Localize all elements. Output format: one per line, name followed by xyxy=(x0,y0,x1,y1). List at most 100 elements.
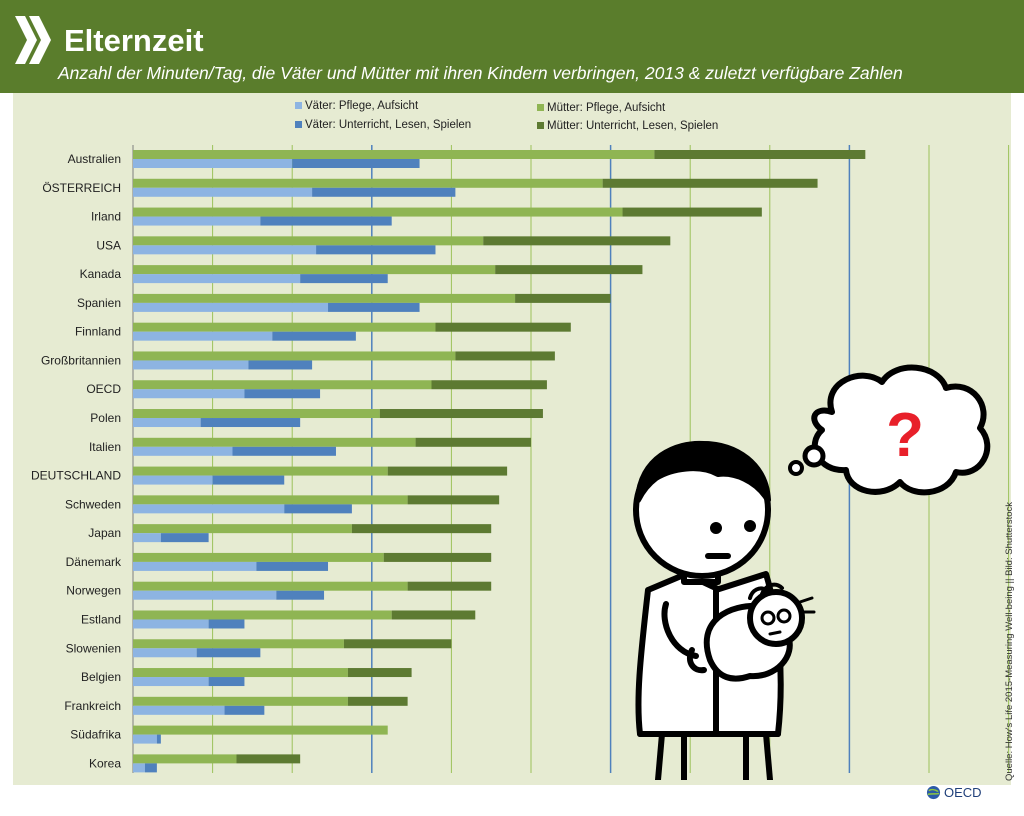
bar-mothers xyxy=(133,236,484,246)
logo-text: OECD xyxy=(944,785,982,800)
bar-mothers xyxy=(654,150,866,159)
bar-fathers xyxy=(133,216,261,226)
category-label: Schweden xyxy=(65,497,121,511)
x-tick-label: 120 xyxy=(601,784,621,785)
bar-mothers xyxy=(133,552,384,562)
bar-fathers xyxy=(156,734,161,744)
legend-label: Mütter: Unterricht, Lesen, Spielen xyxy=(547,120,718,132)
category-label: Irland xyxy=(91,210,121,224)
x-tick-label: 0 xyxy=(130,784,137,785)
bar-mothers xyxy=(133,380,432,390)
bar-fathers xyxy=(260,216,392,226)
bar-fathers xyxy=(200,418,301,428)
category-label: Australien xyxy=(68,152,121,166)
bar-mothers xyxy=(343,639,452,649)
bar-mothers xyxy=(455,351,555,361)
category-label: Italien xyxy=(89,440,121,454)
bar-mothers xyxy=(133,207,623,217)
bar-fathers xyxy=(133,187,313,197)
thought-cloud-icon: ? xyxy=(788,364,991,496)
bar-mothers xyxy=(133,351,456,361)
bar-mothers xyxy=(236,754,301,764)
legend-swatch xyxy=(537,104,544,111)
category-label: Estland xyxy=(81,612,121,626)
category-label: Korea xyxy=(89,756,121,770)
bar-mothers xyxy=(602,178,818,188)
bar-mothers xyxy=(133,668,348,678)
category-label: Belgien xyxy=(81,670,121,684)
bar-fathers xyxy=(133,475,213,485)
category-label: USA xyxy=(96,238,121,252)
bar-fathers xyxy=(284,504,352,514)
bar-fathers xyxy=(133,302,329,312)
bar-fathers xyxy=(328,302,420,312)
bar-mothers xyxy=(622,207,762,217)
bar-mothers xyxy=(133,696,348,706)
bar-fathers xyxy=(133,274,301,284)
bar-mothers xyxy=(133,725,388,735)
bar-chart: 0 60 120 180 Australien ÖSTERREICH Irland USA Ka… xyxy=(31,100,1010,785)
category-label: ÖSTERREICH xyxy=(42,181,121,195)
category-label: Dänemark xyxy=(66,555,122,569)
bar-mothers xyxy=(347,696,408,706)
bar-mothers xyxy=(379,409,543,419)
bar-fathers xyxy=(312,187,456,197)
legend-label: Mütter: Pflege, Aufsicht xyxy=(547,102,666,114)
page-subtitle: Anzahl der Minuten/Tag, die Väter und Mü… xyxy=(58,63,903,83)
bar-fathers xyxy=(133,389,245,399)
bar-fathers xyxy=(292,159,420,168)
bar-mothers xyxy=(431,380,547,390)
bar-mothers xyxy=(133,754,237,764)
bar-fathers xyxy=(133,590,277,600)
bar-fathers xyxy=(133,245,317,255)
bar-mothers xyxy=(133,150,655,159)
category-label: Südafrika xyxy=(70,728,121,742)
category-label: Frankreich xyxy=(64,699,121,713)
bar-fathers xyxy=(133,705,225,715)
bar-mothers xyxy=(133,409,380,419)
bar-fathers xyxy=(133,159,293,168)
bar-fathers xyxy=(248,360,313,370)
bar-mothers xyxy=(133,322,436,332)
category-label: Großbritannien xyxy=(41,353,121,367)
category-label: Polen xyxy=(90,411,121,425)
bar-fathers xyxy=(133,360,249,370)
bar-fathers xyxy=(212,475,285,485)
bar-fathers xyxy=(316,245,436,255)
bar-mothers xyxy=(133,466,388,476)
bar-fathers xyxy=(133,677,209,687)
category-label: DEUTSCHLAND xyxy=(31,469,121,483)
bar-mothers xyxy=(347,668,412,678)
bar-mothers xyxy=(133,293,516,303)
bar-mothers xyxy=(133,524,352,534)
bar-fathers xyxy=(133,648,197,658)
bar-mothers xyxy=(133,639,344,649)
category-label: Spanien xyxy=(77,296,121,310)
bar-fathers xyxy=(133,418,201,428)
x-tick-label: 180 xyxy=(839,784,859,785)
legend-swatch xyxy=(295,102,302,109)
bar-fathers xyxy=(133,763,145,773)
globe-icon xyxy=(926,785,941,800)
bar-fathers xyxy=(208,677,245,687)
category-label: Slowenien xyxy=(66,641,121,655)
category-label: Japan xyxy=(88,526,121,540)
legend-label: Väter: Unterricht, Lesen, Spielen xyxy=(305,119,471,131)
bar-fathers xyxy=(133,533,161,543)
bar-fathers xyxy=(208,619,245,629)
oecd-logo: OECD xyxy=(926,785,982,800)
bar-fathers xyxy=(144,763,157,773)
bar-mothers xyxy=(387,466,508,476)
legend-label: Väter: Pflege, Aufsicht xyxy=(305,100,419,112)
bar-fathers xyxy=(272,331,356,341)
bar-fathers xyxy=(232,446,336,456)
bar-mothers xyxy=(391,610,476,620)
bar-mothers xyxy=(351,524,492,534)
bar-fathers xyxy=(276,590,325,600)
category-label: OECD xyxy=(86,382,121,396)
bar-mothers xyxy=(415,437,531,447)
bar-mothers xyxy=(483,236,671,246)
category-label: Kanada xyxy=(80,267,122,281)
question-mark: ? xyxy=(886,401,924,470)
